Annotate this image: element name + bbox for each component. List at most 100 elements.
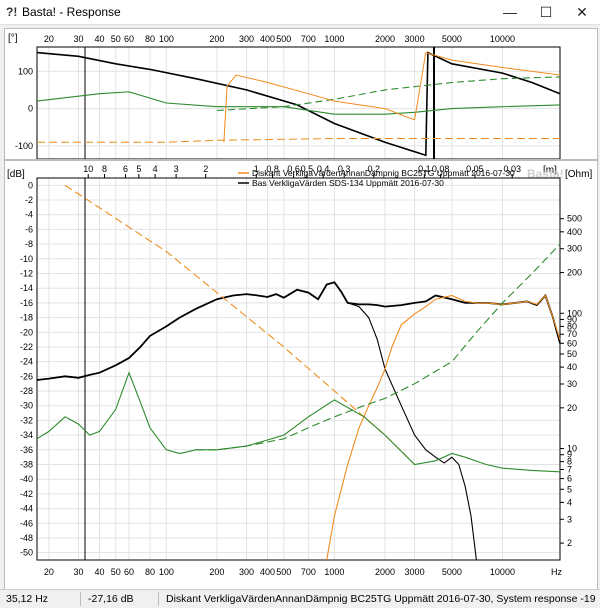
freq-tick-label: 700 [301, 567, 316, 577]
status-separator [158, 592, 159, 606]
db-tick-label: -20 [20, 327, 33, 337]
ohm-tick-label: 400 [567, 227, 582, 237]
db-tick-label: -34 [20, 430, 33, 440]
db-tick-label: -18 [20, 313, 33, 323]
distance-unit-label: [m] [543, 165, 557, 176]
phase-freq-tick-label: 5000 [442, 34, 462, 44]
ohm-unit-label: [Ohm] [565, 169, 592, 180]
db-tick-label: -24 [20, 357, 33, 367]
minimize-button[interactable]: — [503, 4, 517, 20]
ohm-tick-label: 20 [567, 403, 577, 413]
distance-tick-label: 0,08 [432, 164, 450, 174]
maximize-button[interactable]: ☐ [539, 4, 553, 20]
phase-y-tick-label: 0 [28, 104, 33, 114]
ohm-tick-label: 3 [567, 514, 572, 524]
phase-freq-tick-label: 100 [159, 34, 174, 44]
phase-freq-tick-label: 10000 [490, 34, 515, 44]
freq-tick-label: 300 [239, 567, 254, 577]
ohm-tick-label: 8 [567, 457, 572, 467]
freq-tick-label: 3000 [405, 567, 425, 577]
db-tick-label: -12 [20, 269, 33, 279]
status-bar: 35,12 Hz -27,16 dB Diskant VerkligaVärde… [0, 589, 600, 608]
phase-trace-1 [36, 91, 561, 115]
db-tick-label: -26 [20, 371, 33, 381]
db-tick-label: -44 [20, 504, 33, 514]
distance-tick-label: 0,03 [503, 164, 521, 174]
phase-freq-tick-label: 700 [301, 34, 316, 44]
phase-freq-tick-label: 50 [111, 34, 121, 44]
distance-tick-label: 1 [254, 164, 259, 174]
ohm-tick-label: 60 [567, 338, 577, 348]
hz-unit-label: Hz [551, 567, 562, 577]
phase-y-tick-label: 100 [18, 66, 33, 76]
db-tick-label: -40 [20, 474, 33, 484]
freq-tick-label: 60 [124, 567, 134, 577]
ohm-tick-label: 30 [567, 379, 577, 389]
db-tick-label: -6 [25, 224, 33, 234]
freq-tick-label: 20 [44, 567, 54, 577]
ohm-tick-label: 10 [567, 444, 577, 454]
response-plot-frame [36, 177, 561, 561]
phase-freq-tick-label: 3000 [405, 34, 425, 44]
distance-tick-label: 0,4 [317, 164, 330, 174]
ohm-tick-label: 100 [567, 308, 582, 318]
legend-label-bas: Bas VerkligaVärden SDS-134 Uppmätt 2016-… [252, 178, 444, 188]
freq-tick-label: 200 [209, 567, 224, 577]
distance-tick-label: 2 [203, 164, 208, 174]
db-tick-label: -38 [20, 460, 33, 470]
phase-freq-tick-label: 200 [209, 34, 224, 44]
freq-tick-label: 5000 [442, 567, 462, 577]
distance-tick-label: 5 [136, 164, 141, 174]
distance-tick-label: 0,1 [418, 164, 431, 174]
series-line-2 [326, 294, 561, 561]
ohm-tick-label: 500 [567, 214, 582, 224]
series-line-4 [36, 371, 561, 473]
ohm-tick-label: 300 [567, 244, 582, 254]
phase-unit-label: [°] [8, 33, 18, 44]
phase-freq-tick-label: 300 [239, 34, 254, 44]
phase-plot-panel[interactable]: [°] 20 30 40 50 60 80 100 200 300 400 500 700 1000 20… [4, 28, 598, 160]
app-icon: ?! [6, 5, 18, 19]
freq-tick-label: 2000 [375, 567, 395, 577]
phase-freq-tick-label: 400 [260, 34, 275, 44]
legend-label-diskant: Diskant VerkligaVärdenAnnanDämpnig BC25T… [252, 168, 515, 178]
distance-tick-label: 0,6 [287, 164, 300, 174]
distance-tick-label: 0,8 [266, 164, 279, 174]
ohm-tick-label: 70 [567, 329, 577, 339]
db-tick-label: -32 [20, 415, 33, 425]
ohm-tick-label: 2 [567, 538, 572, 548]
status-separator [80, 592, 81, 606]
basta-watermark: Basta! [527, 167, 564, 181]
db-tick-label: -46 [20, 518, 33, 528]
ohm-tick-label: 80 [567, 321, 577, 331]
phase-freq-tick-label: 30 [73, 34, 83, 44]
db-tick-label: -10 [20, 254, 33, 264]
status-info: Diskant VerkligaVärdenAnnanDämpnig BC25T… [166, 593, 596, 605]
distance-tick-label: 0,3 [338, 164, 351, 174]
distance-tick-label: 0,2 [368, 164, 381, 174]
ohm-tick-label: 200 [567, 268, 582, 278]
db-tick-label: -16 [20, 298, 33, 308]
close-button[interactable]: ✕ [576, 4, 588, 20]
db-tick-label: -22 [20, 342, 33, 352]
phase-freq-tick-label: 20 [44, 34, 54, 44]
response-plot-panel[interactable]: [dB] [Ohm] [m] Basta! 10 8 6 5 4 3 2 1 0,8 0,6 0,5… [4, 160, 598, 590]
series-line-3 [64, 184, 415, 465]
db-tick-label: -8 [25, 239, 33, 249]
db-tick-label: -4 [25, 210, 33, 220]
db-tick-label: 0 [28, 180, 33, 190]
phase-trace-3 [223, 51, 561, 143]
freq-tick-label: 80 [145, 567, 155, 577]
distance-tick-label: 6 [123, 164, 128, 174]
distance-tick-label: 4 [153, 164, 158, 174]
ohm-tick-label: 7 [567, 465, 572, 475]
phase-freq-tick-label: 1000 [324, 34, 344, 44]
phase-y-tick-label: -100 [15, 141, 33, 151]
window-title: Basta! - Response [22, 5, 121, 19]
series-line-1 [347, 302, 477, 561]
freq-tick-label: 1000 [324, 567, 344, 577]
status-frequency: 35,12 Hz [6, 593, 49, 605]
phase-plot[interactable]: [°] 20 30 40 50 60 80 100 200 300 400 500 700 1000 20… [5, 29, 597, 160]
distance-tick-label: 0,5 [301, 164, 314, 174]
response-plot[interactable]: [dB] [Ohm] [m] Basta! 10 8 6 5 4 3 2 1 0,8 0,6 0,5… [5, 161, 597, 589]
